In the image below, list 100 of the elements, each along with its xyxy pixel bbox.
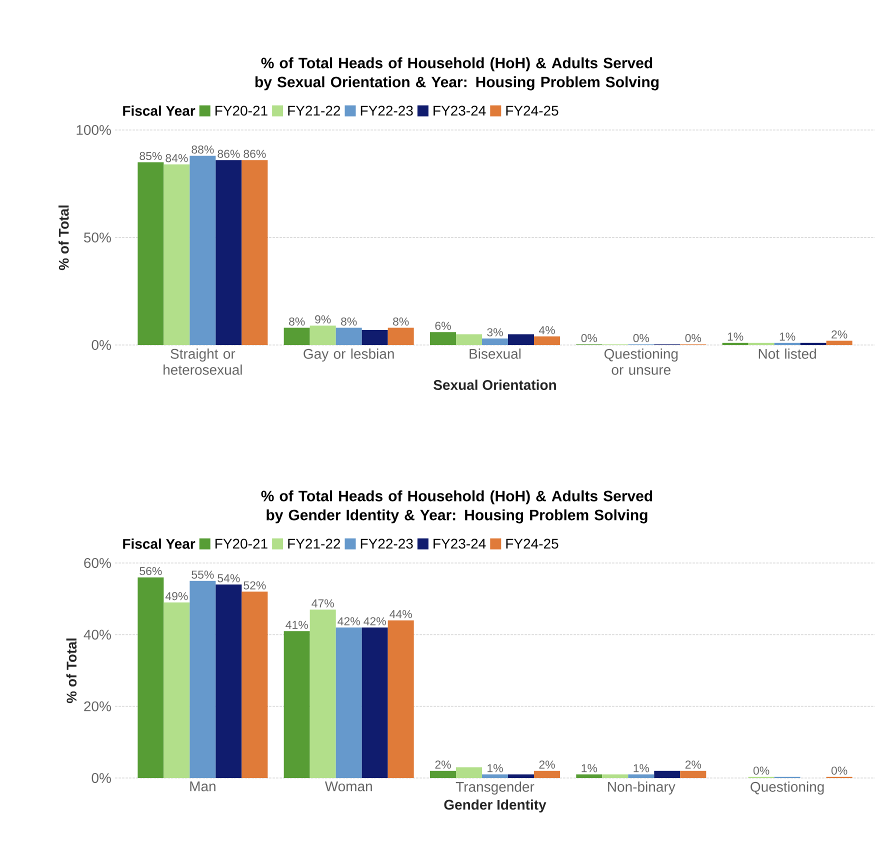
data-label: 1% xyxy=(634,764,650,772)
bar xyxy=(310,326,336,345)
data-label: 0% xyxy=(633,334,650,342)
bar xyxy=(362,628,388,778)
y-tick-label: 50% xyxy=(84,232,111,242)
data-label: 0% xyxy=(581,334,598,342)
data-label: 56% xyxy=(140,566,162,576)
bar xyxy=(242,592,268,778)
data-label: 1% xyxy=(780,332,796,341)
data-label: 44% xyxy=(390,610,412,618)
data-label: 84% xyxy=(166,154,188,162)
x-tick-label: Straight or heterosexual xyxy=(164,348,242,375)
y-tick-label: 20% xyxy=(84,701,111,712)
x-tick-label: Questioning or unsure xyxy=(604,348,678,375)
legend-label: FY23-24 xyxy=(434,106,486,116)
legend-label: FY22-23 xyxy=(360,106,413,116)
data-label: 2% xyxy=(539,760,555,769)
bar xyxy=(138,162,164,345)
x-tick-label: Transgender xyxy=(456,782,534,795)
legend-label: FY24-25 xyxy=(506,106,558,116)
y-axis-title: % of Total xyxy=(58,206,69,270)
bar xyxy=(216,160,242,345)
data-label: 85% xyxy=(140,152,162,160)
legend-title: Fiscal Year xyxy=(123,106,196,116)
x-tick-label: Woman xyxy=(324,782,372,792)
data-label: 55% xyxy=(192,570,214,579)
bar xyxy=(388,620,414,778)
data-label: 4% xyxy=(538,326,555,334)
x-tick-label: Non-binary xyxy=(608,782,676,795)
legend-label: FY20-21 xyxy=(216,538,268,549)
bar xyxy=(508,334,534,345)
bar xyxy=(654,770,680,778)
x-tick-label: Bisexual xyxy=(470,348,521,359)
bar xyxy=(336,328,362,345)
data-label: 0% xyxy=(753,766,770,775)
bar xyxy=(138,577,164,778)
data-label: 86% xyxy=(244,150,266,158)
data-label: 42% xyxy=(364,617,386,626)
bar xyxy=(482,338,508,345)
data-label: 1% xyxy=(728,332,744,341)
data-label: 6% xyxy=(435,322,451,330)
y-tick-label: 40% xyxy=(84,630,111,640)
y-tick-label: 0% xyxy=(92,773,111,783)
bar xyxy=(164,164,190,345)
bar xyxy=(190,156,216,345)
legend-label: FY21-22 xyxy=(288,538,340,549)
data-label: 1% xyxy=(488,764,503,772)
x-tick-label: Man xyxy=(190,782,216,792)
data-label: 8% xyxy=(393,317,409,326)
data-label: 2% xyxy=(685,760,702,769)
legend-label: FY22-23 xyxy=(360,538,413,549)
data-label: 88% xyxy=(192,145,214,154)
bar xyxy=(534,336,560,345)
bar xyxy=(576,774,602,778)
bar xyxy=(680,770,706,778)
bar xyxy=(430,332,456,345)
data-label: 42% xyxy=(338,617,360,626)
y-tick-label: 60% xyxy=(84,558,111,568)
data-label: 3% xyxy=(487,328,503,336)
data-label: 0% xyxy=(831,766,848,775)
legend-label: FY23-24 xyxy=(434,538,486,549)
y-axis-title: % of Total xyxy=(66,638,77,704)
bar xyxy=(826,340,852,345)
x-tick-label: Not listed xyxy=(758,348,816,359)
bar xyxy=(430,770,456,778)
data-label: 86% xyxy=(218,150,240,158)
bar xyxy=(388,328,414,345)
bar xyxy=(336,628,362,778)
bar xyxy=(482,774,508,778)
data-label: 2% xyxy=(435,760,451,769)
data-label: 2% xyxy=(832,330,848,338)
bar xyxy=(534,770,560,778)
data-label: 52% xyxy=(244,581,266,590)
x-axis-title: Gender Identity xyxy=(444,799,546,812)
data-label: 54% xyxy=(218,574,240,582)
data-label: 8% xyxy=(289,317,305,326)
bar xyxy=(456,767,482,778)
bar xyxy=(456,334,482,345)
data-label: 47% xyxy=(312,599,334,608)
bar xyxy=(508,774,534,778)
bar xyxy=(216,584,242,778)
bar xyxy=(362,330,388,345)
x-tick-label: Questioning xyxy=(750,782,824,795)
data-label: 49% xyxy=(165,592,188,600)
data-label: 41% xyxy=(286,620,308,629)
y-tick-label: 0% xyxy=(92,340,111,350)
data-label: 1% xyxy=(582,764,598,772)
legend-label: FY20-21 xyxy=(216,106,268,116)
bar xyxy=(242,160,268,345)
chart-title: % of Total Heads of Household (HoH) & Adults Served by Sexual Orientation & Year: Housing Problem Solving xyxy=(255,57,659,90)
legend-title: Fiscal Year xyxy=(123,538,196,549)
bar xyxy=(284,631,310,778)
bar xyxy=(164,602,190,778)
x-tick-label: Gay or lesbian xyxy=(304,348,394,362)
legend-label: FY24-25 xyxy=(506,538,558,549)
bar xyxy=(310,610,336,778)
x-axis-title: Sexual Orientation xyxy=(434,380,556,390)
y-tick-label: 100% xyxy=(76,125,111,135)
legend-label: FY21-22 xyxy=(288,106,340,116)
chart-title: % of Total Heads of Household (HoH) & Adults Served by Gender Identity & Year: Housing Problem Solving xyxy=(261,490,652,524)
